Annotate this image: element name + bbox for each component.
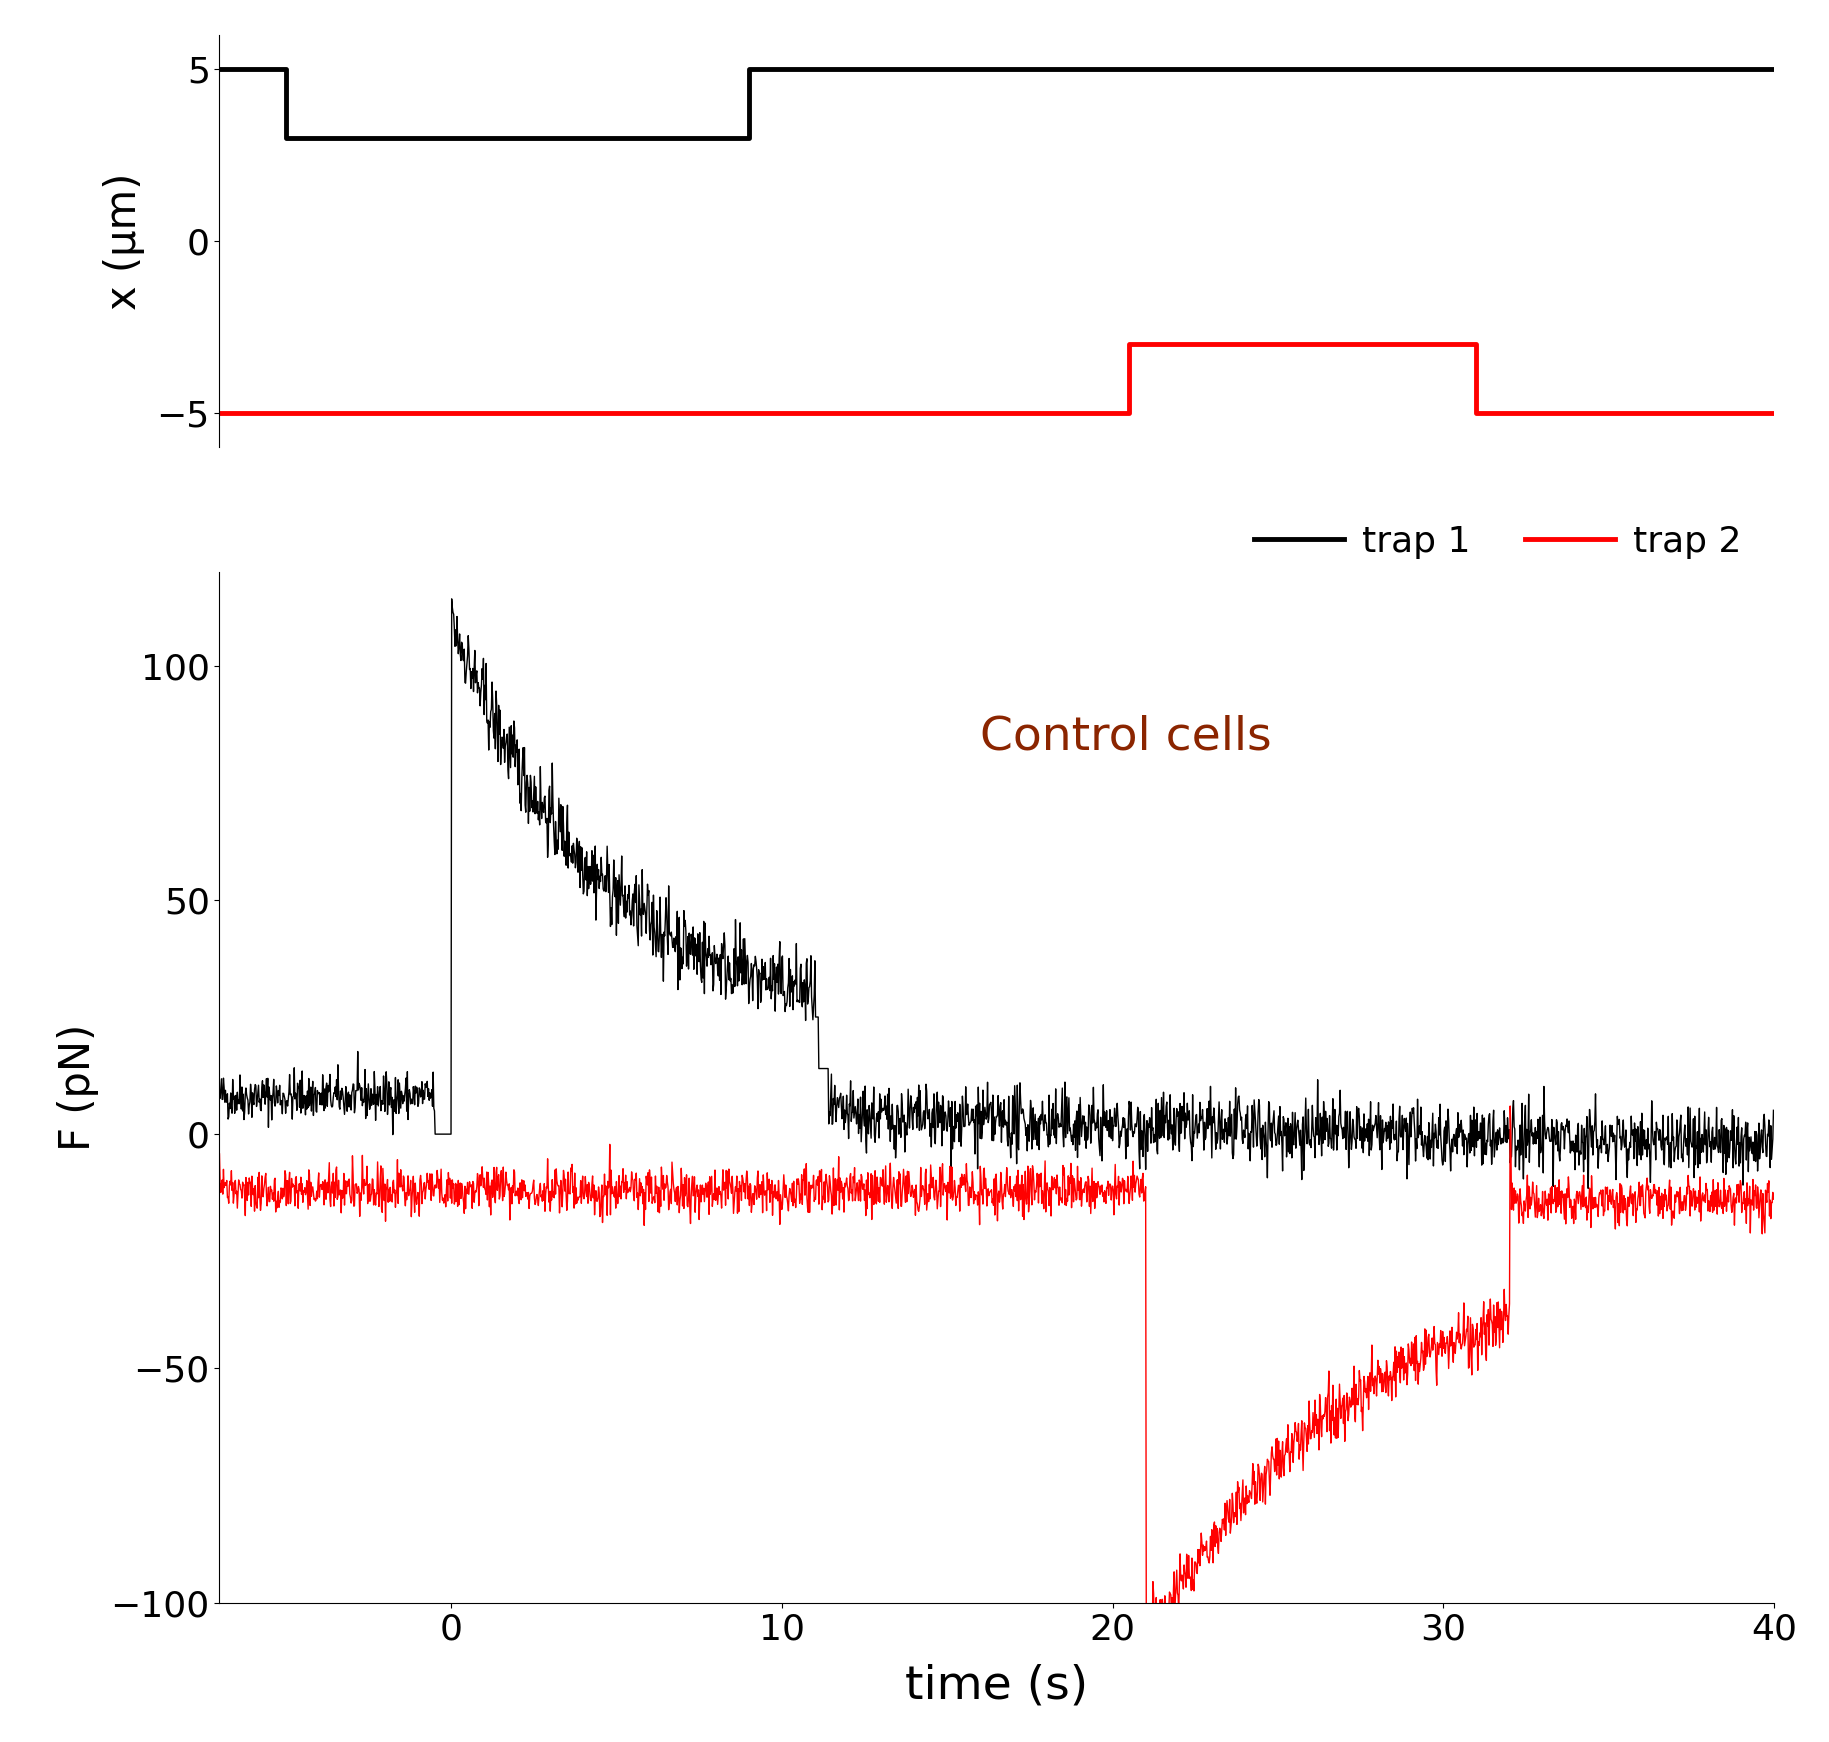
Y-axis label: x (μm): x (μm) bbox=[104, 172, 144, 310]
Y-axis label: F (pN): F (pN) bbox=[57, 1024, 99, 1151]
X-axis label: time (s): time (s) bbox=[905, 1664, 1088, 1707]
Text: Control cells: Control cells bbox=[980, 714, 1271, 760]
Legend: trap 1, trap 2: trap 1, trap 2 bbox=[1240, 510, 1756, 573]
